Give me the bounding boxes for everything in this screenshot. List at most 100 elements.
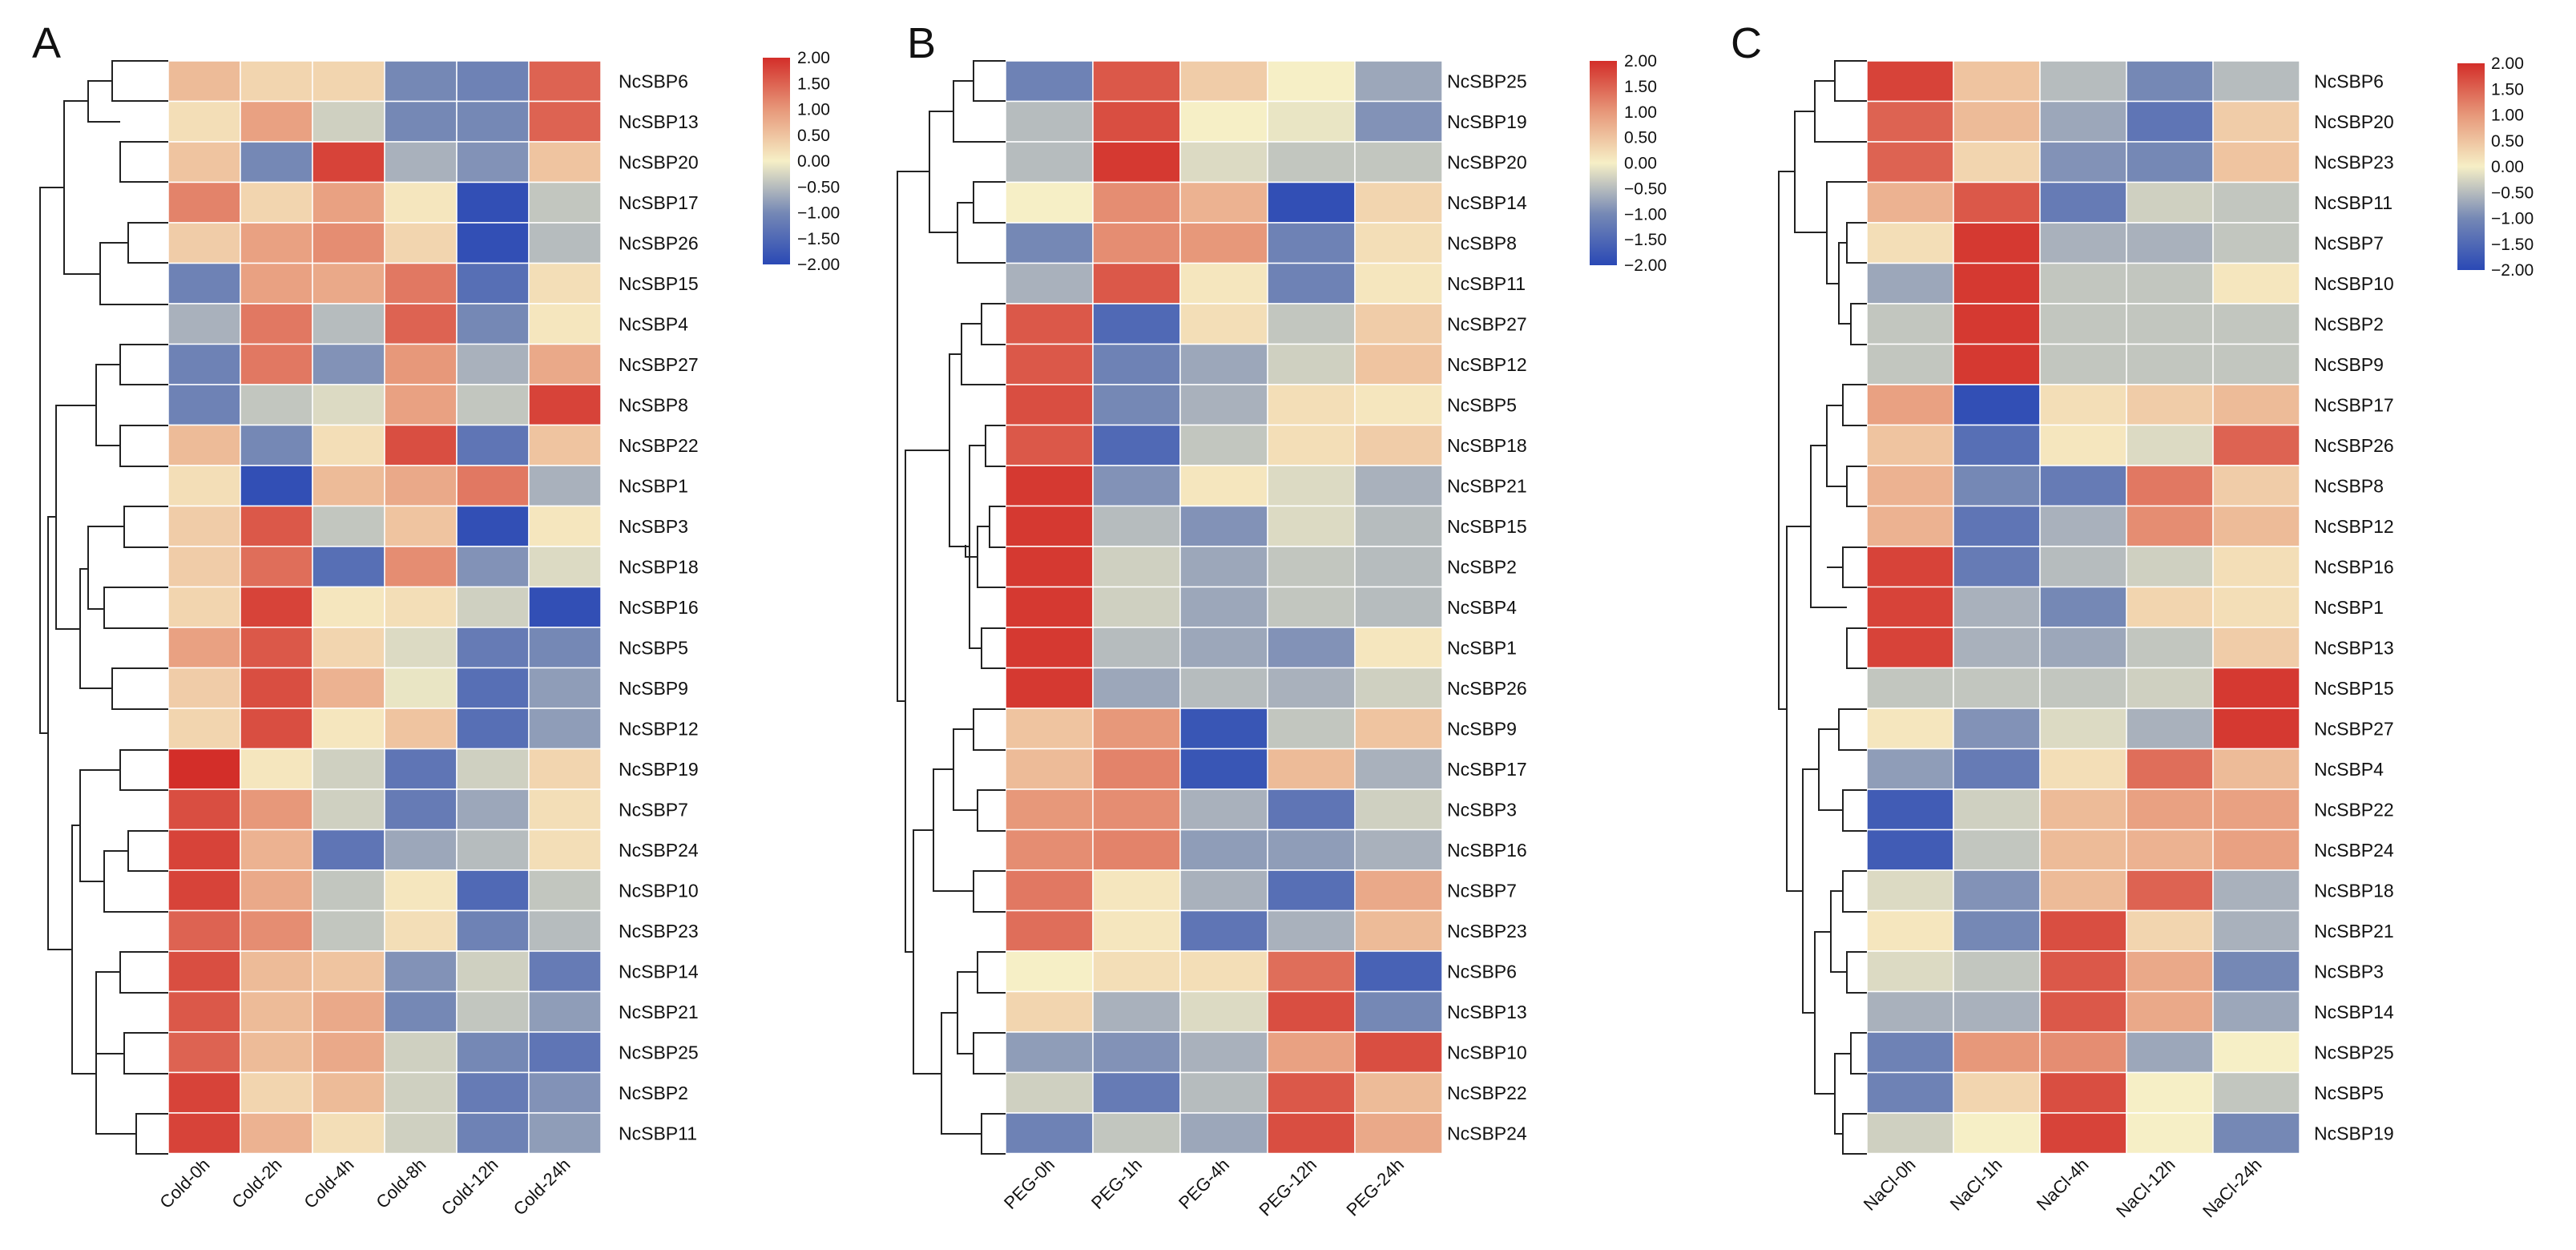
panel-a-cell-NcSBP7-Cold-2h [240, 788, 313, 831]
panel-a-cell-NcSBP21-Cold-4h [312, 990, 385, 1033]
panel-b-cell-NcSBP14-PEG-24h [1354, 181, 1443, 224]
panel-b-cell-NcSBP11-PEG-12h [1267, 262, 1356, 304]
panel-c-row-label: NcSBP13 [2314, 637, 2394, 658]
panel-a-cell-NcSBP13-Cold-2h [240, 100, 313, 143]
panel-b-colorbar-tick: 1.50 [1624, 78, 1657, 96]
panel-a-cell-NcSBP15-Cold-0h [167, 262, 241, 304]
panel-b-cell-NcSBP24-PEG-1h [1092, 1112, 1181, 1155]
panel-a-cell-NcSBP23-Cold-12h [456, 909, 530, 952]
panel-c-cell-NcSBP2-NaCl-1h [1953, 303, 2041, 345]
panel-c-cell-NcSBP17-NaCl-0h [1866, 384, 1954, 426]
panel-b-cell-NcSBP6-PEG-24h [1354, 950, 1443, 993]
panel-c-colorbar-tick: 1.00 [2491, 107, 2524, 125]
panel-a-cell-NcSBP9-Cold-4h [312, 667, 385, 709]
panel-c-column-label: NaCl-4h [2033, 1155, 2093, 1215]
panel-c-cell-NcSBP4-NaCl-24h [2212, 748, 2300, 790]
panel-c-cell-NcSBP8-NaCl-12h [2126, 465, 2214, 507]
panel-b-cell-NcSBP1-PEG-24h [1354, 627, 1443, 669]
panel-a-cell-NcSBP16-Cold-12h [456, 586, 530, 628]
panel-c-cell-NcSBP5-NaCl-12h [2126, 1071, 2214, 1114]
panel-a-cell-NcSBP7-Cold-12h [456, 788, 530, 831]
panel-a-cell-NcSBP15-Cold-24h [528, 262, 602, 304]
panel-c-cell-NcSBP18-NaCl-0h [1866, 869, 1954, 912]
panel-a-cell-NcSBP9-Cold-2h [240, 667, 313, 709]
panel-b-row-label: NcSBP12 [1447, 354, 1527, 375]
panel-b-cell-NcSBP26-PEG-12h [1267, 667, 1356, 709]
panel-c-cell-NcSBP15-NaCl-4h [2039, 667, 2127, 709]
panel-b-cell-NcSBP4-PEG-4h [1179, 586, 1268, 628]
panel-b-cell-NcSBP18-PEG-0h [1005, 424, 1094, 466]
panel-a-cell-NcSBP6-Cold-2h [240, 60, 313, 103]
panel-b-cell-NcSBP3-PEG-0h [1005, 788, 1094, 831]
panel-a-cell-NcSBP2-Cold-2h [240, 1071, 313, 1114]
panel-a-cell-NcSBP8-Cold-24h [528, 384, 602, 426]
panel-c-cell-NcSBP15-NaCl-24h [2212, 667, 2300, 709]
panel-a-cell-NcSBP10-Cold-4h [312, 869, 385, 912]
panel-c-cell-NcSBP5-NaCl-24h [2212, 1071, 2300, 1114]
panel-c-cell-NcSBP19-NaCl-0h [1866, 1112, 1954, 1155]
panel-a-cell-NcSBP15-Cold-2h [240, 262, 313, 304]
panel-letter-c: C [1731, 19, 1762, 67]
panel-a-cell-NcSBP7-Cold-24h [528, 788, 602, 831]
panel-a-cell-NcSBP5-Cold-2h [240, 627, 313, 669]
panel-a-cell-NcSBP20-Cold-12h [456, 141, 530, 183]
panel-c-column-label: NaCl-0h [1860, 1155, 1920, 1215]
panel-c-cell-NcSBP26-NaCl-0h [1866, 424, 1954, 466]
panel-b-colorbar-tick: 0.50 [1624, 129, 1657, 147]
panel-b-cell-NcSBP16-PEG-12h [1267, 829, 1356, 871]
panel-a-row-label: NcSBP13 [619, 111, 699, 132]
panel-a-cell-NcSBP17-Cold-4h [312, 181, 385, 224]
panel-b-cell-NcSBP23-PEG-4h [1179, 909, 1268, 952]
panel-a-cell-NcSBP19-Cold-2h [240, 748, 313, 790]
panel-b-cell-NcSBP2-PEG-1h [1092, 546, 1181, 588]
panel-b-cell-NcSBP15-PEG-12h [1267, 505, 1356, 547]
panel-a-cell-NcSBP21-Cold-2h [240, 990, 313, 1033]
panel-c-column-label: NaCl-1h [1946, 1155, 2006, 1215]
panel-b-cell-NcSBP13-PEG-4h [1179, 990, 1268, 1033]
panel-c-cell-NcSBP26-NaCl-1h [1953, 424, 2041, 466]
panel-c-cell-NcSBP15-NaCl-0h [1866, 667, 1954, 709]
panel-b-row-label: NcSBP15 [1447, 516, 1527, 537]
panel-b-cell-NcSBP12-PEG-24h [1354, 343, 1443, 385]
panel-b-row-label: NcSBP20 [1447, 151, 1527, 172]
panel-b-column-label: PEG-0h [1000, 1155, 1058, 1213]
panel-letter-b: B [907, 19, 936, 67]
panel-c-cell-NcSBP3-NaCl-12h [2126, 950, 2214, 993]
panel-a-cell-NcSBP16-Cold-24h [528, 586, 602, 628]
panel-c-row-label: NcSBP9 [2314, 354, 2384, 375]
panel-a-cell-NcSBP12-Cold-0h [167, 708, 241, 750]
panel-b-cell-NcSBP5-PEG-0h [1005, 384, 1094, 426]
panel-a-row-label: NcSBP26 [619, 232, 699, 253]
panel-a-cell-NcSBP27-Cold-4h [312, 343, 385, 385]
panel-a-cell-NcSBP1-Cold-24h [528, 465, 602, 507]
panel-a-cell-NcSBP18-Cold-8h [384, 546, 458, 588]
panel-a-cell-NcSBP7-Cold-4h [312, 788, 385, 831]
panel-c-cell-NcSBP6-NaCl-12h [2126, 60, 2214, 103]
panel-c-cell-NcSBP21-NaCl-4h [2039, 909, 2127, 952]
panel-b-cell-NcSBP1-PEG-1h [1092, 627, 1181, 669]
panel-a-cell-NcSBP18-Cold-4h [312, 546, 385, 588]
panel-c-colorbar-tick: 0.00 [2491, 158, 2524, 176]
panel-b-cell-NcSBP4-PEG-1h [1092, 586, 1181, 628]
panel-b-cell-NcSBP12-PEG-0h [1005, 343, 1094, 385]
panel-b-cell-NcSBP11-PEG-4h [1179, 262, 1268, 304]
dendrogram-a [39, 60, 168, 1155]
panel-a-cell-NcSBP15-Cold-4h [312, 262, 385, 304]
heatmap-panel-a: NcSBP6 NcSBP13 NcSBP20 NcSBP17 NcSBP26 NcSBP1… [155, 60, 699, 1220]
panel-a-cell-NcSBP9-Cold-12h [456, 667, 530, 709]
panel-c-cell-NcSBP22-NaCl-1h [1953, 788, 2041, 831]
panel-c-cell-NcSBP19-NaCl-12h [2126, 1112, 2214, 1155]
panel-b-cell-NcSBP18-PEG-24h [1354, 424, 1443, 466]
panel-b-cell-NcSBP24-PEG-12h [1267, 1112, 1356, 1155]
panel-a-cell-NcSBP24-Cold-24h [528, 829, 602, 871]
panel-c-cell-NcSBP3-NaCl-24h [2212, 950, 2300, 993]
panel-b-cell-NcSBP1-PEG-4h [1179, 627, 1268, 669]
panel-b-cell-NcSBP20-PEG-24h [1354, 141, 1443, 183]
panel-c-cell-NcSBP8-NaCl-4h [2039, 465, 2127, 507]
panel-a-cell-NcSBP14-Cold-2h [240, 950, 313, 993]
panel-b-cell-NcSBP13-PEG-0h [1005, 990, 1094, 1033]
panel-a-row-label: NcSBP5 [619, 637, 688, 658]
panel-b-cell-NcSBP19-PEG-4h [1179, 100, 1268, 143]
panel-a-cell-NcSBP19-Cold-4h [312, 748, 385, 790]
